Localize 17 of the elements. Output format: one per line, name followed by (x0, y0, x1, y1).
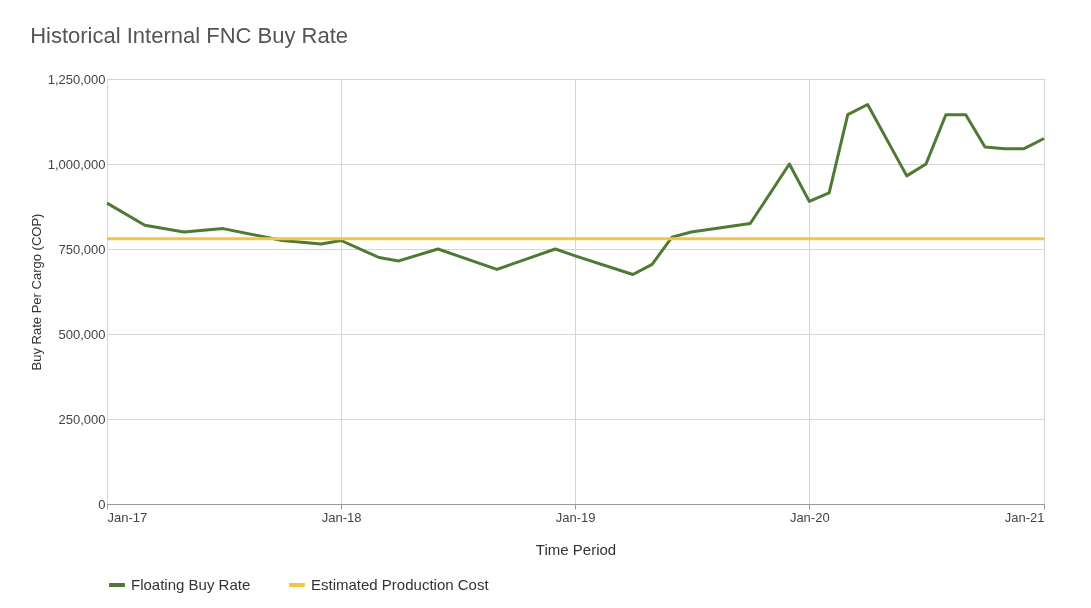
y-axis-title: Buy Rate Per Cargo (COP) (28, 213, 44, 371)
legend-label: Estimated Production Cost (311, 576, 490, 593)
chart-title: Historical Internal FNC Buy Rate (30, 23, 349, 48)
x-tick-label: Jan-20 (789, 509, 830, 525)
x-tick-label: Jan-19 (555, 509, 596, 525)
legend-label: Floating Buy Rate (131, 576, 251, 593)
y-tick-label: 1,000,000 (47, 156, 106, 172)
x-tick-label: Jan-17 (107, 509, 148, 525)
y-tick-label: 750,000 (58, 241, 106, 257)
x-tick-label: Jan-21 (1004, 509, 1045, 525)
y-tick-label: 0 (98, 496, 106, 512)
y-tick-label: 500,000 (58, 326, 106, 342)
y-tick-label: 1,250,000 (47, 71, 106, 87)
x-tick-label: Jan-18 (321, 509, 362, 525)
line-series (105, 103, 1046, 276)
y-tick-label: 250,000 (58, 411, 106, 427)
x-axis-title: Time Period (535, 540, 617, 558)
